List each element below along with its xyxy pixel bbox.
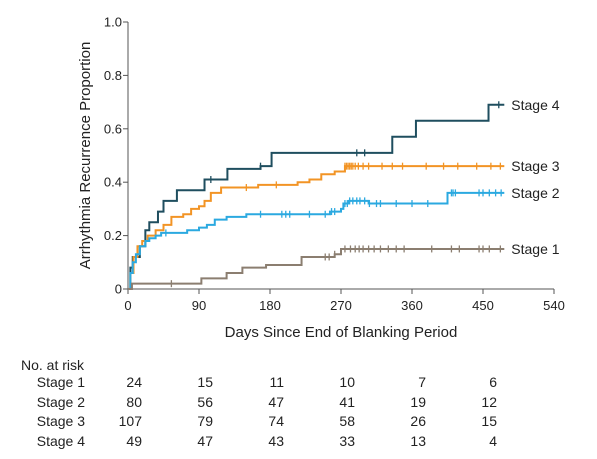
- x-tick-label: 540: [543, 298, 565, 313]
- stage-3-line: [128, 165, 505, 290]
- y-tick-label: 0.2: [104, 228, 122, 243]
- stage-1-label: Stage 1: [511, 241, 559, 257]
- y-tick-label: 1.0: [104, 15, 122, 30]
- stage-4-label: Stage 4: [511, 97, 559, 113]
- x-tick-label: 0: [124, 298, 131, 313]
- stage-2-line: [128, 191, 505, 290]
- series-labels: Stage 4 Stage 3 Stage 2 Stage 1: [511, 97, 559, 257]
- y-axis-title: Arrhythmia Recurrence Proportion: [77, 42, 94, 270]
- x-tick-label: 180: [259, 298, 281, 313]
- x-tick-label: 270: [330, 298, 352, 313]
- y-tick-label: 0: [115, 282, 122, 297]
- x-axis-title: Days Since End of Blanking Period: [225, 324, 458, 341]
- stage-3-label: Stage 3: [511, 158, 559, 174]
- x-tick-label: 450: [472, 298, 494, 313]
- series-lines: [128, 103, 505, 290]
- y-tick-label: 0.8: [104, 68, 122, 83]
- y-tick-label: 0.4: [104, 175, 122, 190]
- axis-ticks: 0 0.2 0.4 0.6 0.8 1.0 0 90 180 270 360 450 540: [104, 15, 565, 314]
- x-tick-label: 90: [192, 298, 206, 313]
- censor-marks: [165, 101, 502, 288]
- stage-2-label: Stage 2: [511, 185, 559, 201]
- stage-1-line: [128, 247, 505, 290]
- y-tick-label: 0.6: [104, 121, 122, 136]
- x-tick-label: 360: [401, 298, 423, 313]
